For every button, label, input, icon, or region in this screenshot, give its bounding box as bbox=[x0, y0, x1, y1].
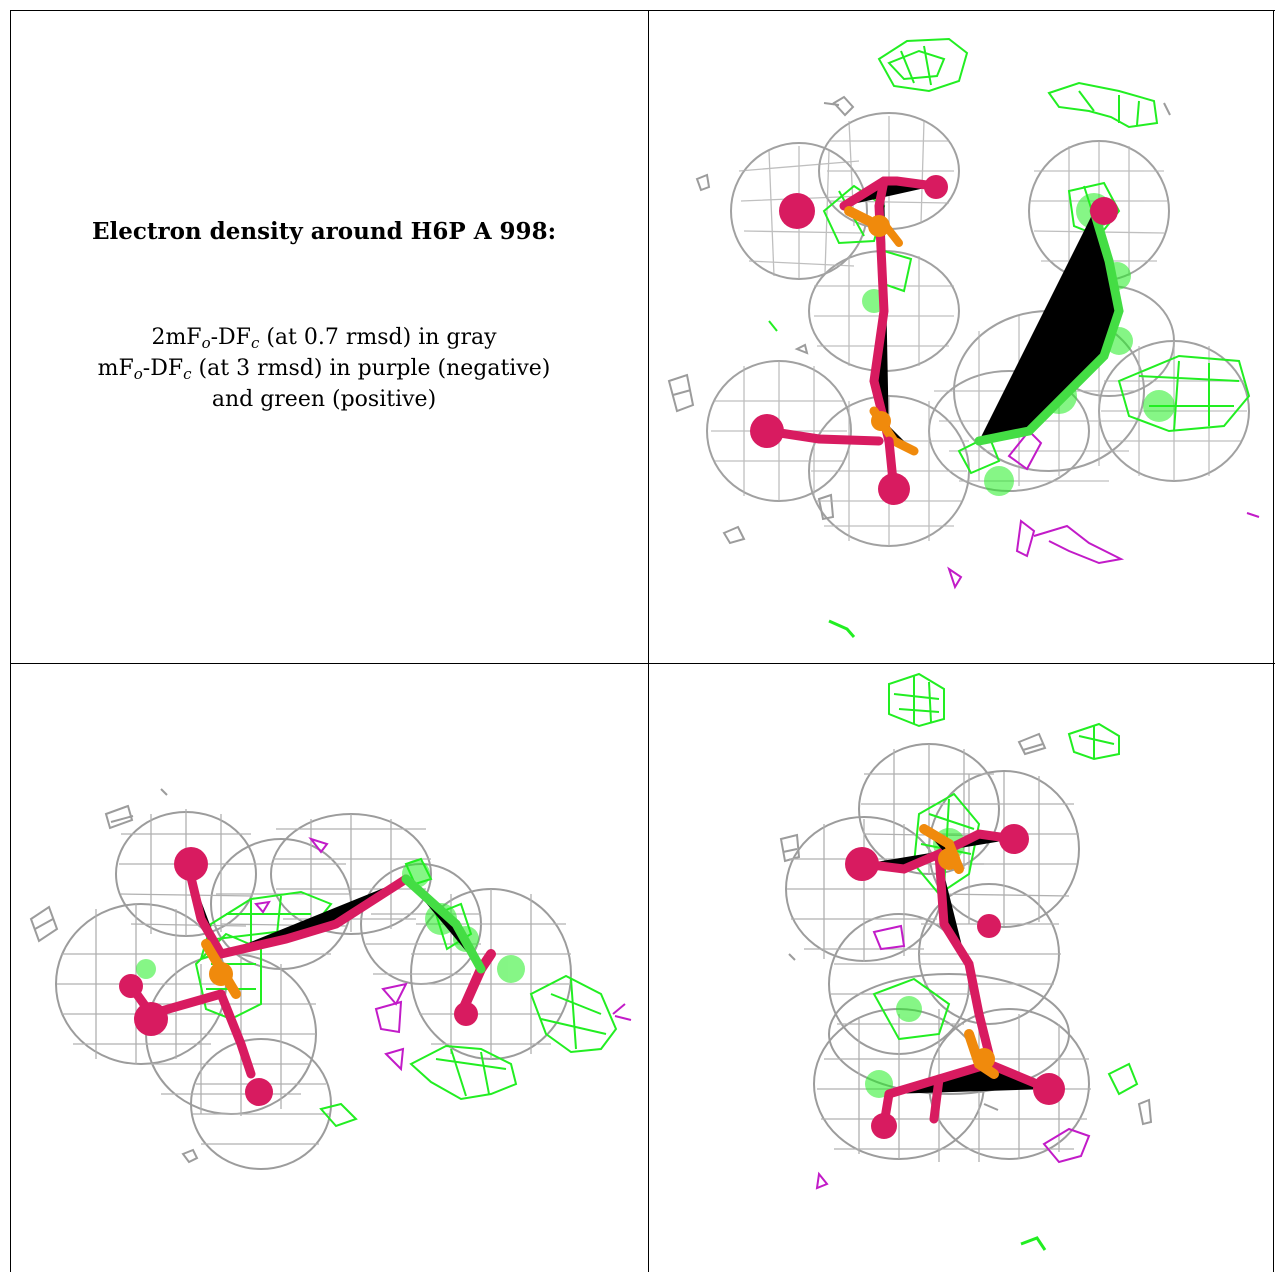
caption-line-3: and green (positive) bbox=[0, 384, 648, 415]
caption-subscript: c bbox=[250, 334, 260, 352]
density-render bbox=[667, 37, 1260, 638]
density-view-bottom-left bbox=[11, 664, 648, 1272]
caption-text: 2mF bbox=[151, 325, 202, 350]
caption-title: Electron density around H6P A 998: bbox=[91, 218, 557, 245]
caption-line-1: 2mFo-DFc (at 0.7 rmsd) in gray bbox=[0, 322, 648, 353]
caption-text: mF bbox=[97, 356, 134, 381]
caption-line-2: mFo-DFc (at 3 rmsd) in purple (negative) bbox=[0, 353, 648, 384]
caption-text: -DF bbox=[210, 325, 251, 350]
caption-subscript: o bbox=[133, 365, 143, 383]
density-view-top-right bbox=[649, 11, 1273, 663]
caption-text: and green (positive) bbox=[211, 387, 437, 412]
caption-text: (at 3 rmsd) in purple (negative) bbox=[191, 356, 551, 381]
border-top bbox=[10, 10, 1275, 11]
caption-legend: 2mFo-DFc (at 0.7 rmsd) in gray mFo-DFc (… bbox=[0, 322, 648, 415]
border-middle-vertical bbox=[648, 10, 649, 1272]
caption-text: -DF bbox=[142, 356, 184, 381]
density-view-bottom-right bbox=[649, 664, 1273, 1272]
border-right bbox=[1273, 10, 1274, 1272]
caption-subscript: o bbox=[201, 334, 211, 352]
density-render bbox=[779, 672, 1153, 1251]
caption-cell: Electron density around H6P A 998: 2mFo-… bbox=[0, 0, 648, 663]
border-middle-horizontal bbox=[10, 663, 1275, 664]
density-render bbox=[29, 788, 632, 1170]
caption-subscript: c bbox=[183, 365, 192, 383]
border-left bbox=[10, 10, 11, 1272]
caption-text: (at 0.7 rmsd) in gray bbox=[259, 325, 497, 350]
